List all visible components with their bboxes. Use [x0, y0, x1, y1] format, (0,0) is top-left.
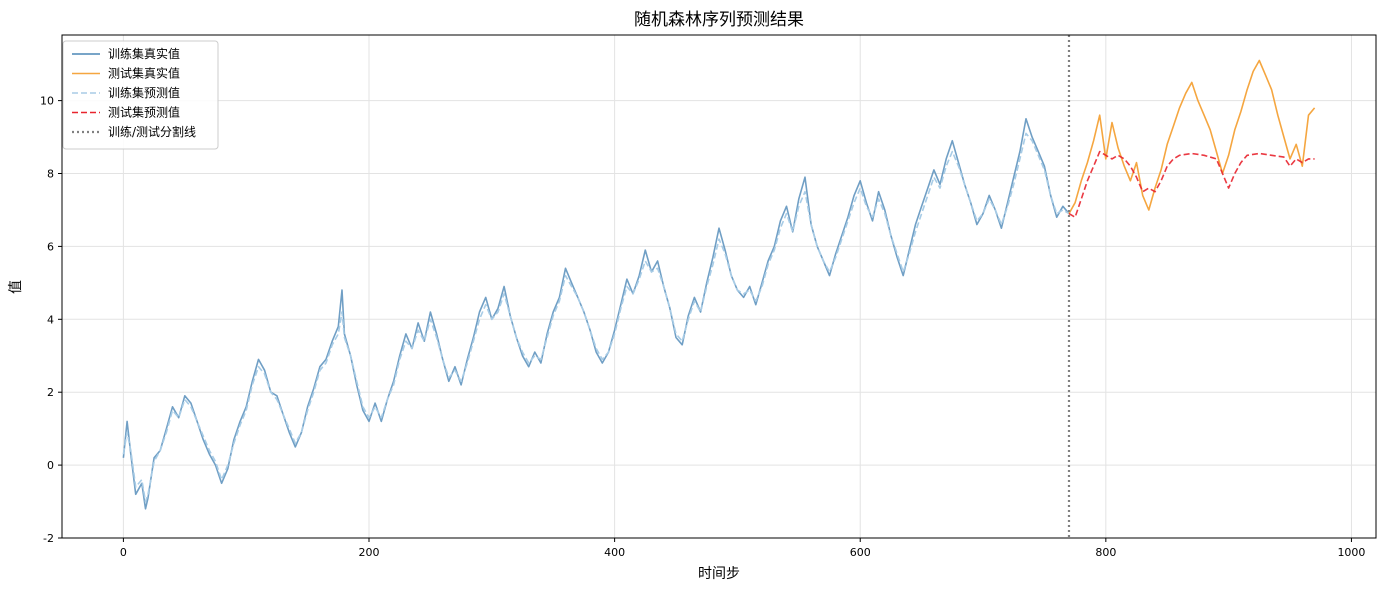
x-axis-title: 时间步 — [698, 566, 740, 582]
series-line-2 — [122, 132, 1070, 503]
legend-box — [62, 40, 219, 150]
legend-label-0: 训练集真实值 — [108, 46, 180, 61]
y-axis: -2 0 2 4 6 8 10 — [40, 95, 62, 545]
x-tick-label: 200 — [359, 546, 380, 559]
y-tick-label: 4 — [47, 313, 54, 326]
x-tick-label: 400 — [604, 546, 625, 559]
legend-label-1: 测试集真实值 — [108, 66, 180, 81]
y-tick-label: 2 — [47, 386, 54, 399]
y-axis-title: 值 — [8, 280, 24, 294]
y-tick-label: 0 — [47, 459, 54, 472]
x-tick-label: 1000 — [1337, 546, 1365, 559]
y-tick-label: 10 — [40, 95, 54, 108]
series-line-1 — [1068, 59, 1316, 214]
legend-label-3: 测试集预测值 — [108, 105, 180, 120]
series-layer — [122, 59, 1316, 510]
y-tick-label: 8 — [47, 168, 54, 181]
plot-frame — [61, 34, 1377, 539]
chart-title: 随机森林序列预测结果 — [634, 10, 804, 30]
x-tick-label: 800 — [1095, 546, 1116, 559]
series-line-3 — [1068, 150, 1315, 218]
x-tick-label: 600 — [850, 546, 871, 559]
plot-background — [62, 35, 1376, 538]
legend-label-2: 训练集预测值 — [108, 85, 180, 100]
legend-label-4: 训练/测试分割线 — [108, 124, 196, 139]
y-tick-label: -2 — [43, 532, 54, 545]
x-tick-label: 0 — [120, 546, 127, 559]
x-axis: 0 200 400 600 800 1000 — [120, 538, 1365, 559]
y-tick-label: 6 — [47, 240, 54, 253]
